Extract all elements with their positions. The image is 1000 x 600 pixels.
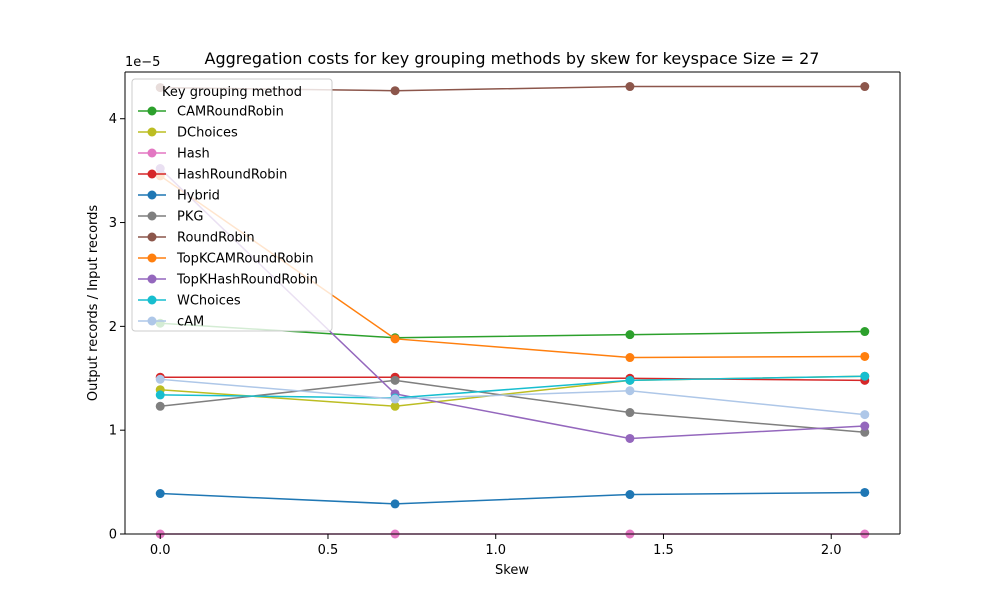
legend-label: CAMRoundRobin: [177, 105, 284, 120]
y-tick-label: 1: [109, 424, 117, 439]
series-line: [160, 491, 865, 505]
y-tick-label: 2: [109, 320, 117, 335]
data-point: [625, 433, 635, 443]
legend-label: TopKCAMRoundRobin: [176, 252, 314, 267]
legend-entry: Hash: [138, 147, 210, 162]
legend-label: cAM: [177, 315, 204, 330]
legend-entry: TopKCAMRoundRobin: [138, 252, 314, 267]
data-point: [860, 487, 870, 497]
legend-entry: PKG: [138, 210, 203, 225]
legend-entry: CAMRoundRobin: [138, 105, 284, 120]
legend-entry: DChoices: [138, 126, 238, 141]
data-point: [860, 351, 870, 361]
data-point: [390, 375, 400, 385]
legend-marker: [147, 127, 157, 137]
legend-label: Hybrid: [177, 189, 220, 204]
data-point: [155, 401, 165, 411]
y-tick-label: 0: [109, 528, 117, 543]
data-point: [390, 86, 400, 96]
data-point: [155, 390, 165, 400]
legend-entry: WChoices: [138, 294, 241, 309]
data-point: [625, 330, 635, 340]
legend-label: TopKHashRoundRobin: [176, 273, 318, 288]
series-cam: [155, 374, 870, 420]
data-point: [625, 386, 635, 396]
series-line: [160, 375, 865, 399]
data-point: [860, 371, 870, 381]
data-point: [625, 490, 635, 500]
legend-marker: [147, 253, 157, 263]
legend-marker: [147, 274, 157, 284]
data-point: [860, 82, 870, 92]
y-axis-label: Output records / Input records: [86, 205, 101, 402]
legend-frame: [131, 78, 333, 332]
x-axis-label: Skew: [495, 563, 529, 578]
ticks: 0.0 0.5 1.0 1.5 2.0 0 1 2 3 4: [109, 112, 842, 558]
legend: Key grouping method CAMRoundRobin DChoice…: [131, 78, 333, 332]
data-point: [155, 489, 165, 499]
legend-entry: HashRoundRobin: [138, 168, 287, 183]
legend-marker: [147, 232, 157, 242]
x-tick-label: 2.0: [821, 543, 842, 558]
x-tick-label: 0.0: [150, 543, 171, 558]
legend-entry: TopKHashRoundRobin: [138, 273, 318, 288]
data-point: [625, 408, 635, 418]
x-tick-label: 1.0: [485, 543, 506, 558]
legend-entry: Hybrid: [138, 189, 220, 204]
legend-label: DChoices: [177, 126, 238, 141]
axes: [124, 71, 901, 535]
data-point: [860, 427, 870, 437]
data-point: [625, 82, 635, 92]
legend-label: PKG: [177, 210, 203, 225]
data-point: [390, 499, 400, 509]
legend-label: RoundRobin: [177, 231, 255, 246]
x-tick-label: 1.5: [653, 543, 674, 558]
y-tick-label: 4: [109, 112, 117, 127]
legend-marker: [147, 106, 157, 116]
data-point: [625, 353, 635, 363]
legend-marker: [147, 190, 157, 200]
legend-marker: [147, 316, 157, 326]
legend-title: Key grouping method: [162, 85, 302, 100]
series-line: [160, 376, 865, 382]
legend-label: Hash: [177, 147, 210, 162]
legend-entry: RoundRobin: [138, 231, 255, 246]
series-hybrid: [155, 487, 870, 509]
data-point: [860, 410, 870, 420]
legend-marker: [147, 169, 157, 179]
series-line: [160, 379, 865, 434]
x-tick-label: 0.5: [318, 543, 339, 558]
chart-title: Aggregation costs for key grouping metho…: [205, 49, 820, 68]
data-point: [390, 401, 400, 411]
legend-marker: [147, 295, 157, 305]
legend-entries: CAMRoundRobin DChoices Hash HashRoundRobin H…: [138, 105, 318, 330]
data-point: [860, 421, 870, 431]
y-tick-label: 3: [109, 216, 117, 231]
y-offset-label: 1e−5: [125, 55, 160, 70]
data-point: [625, 375, 635, 385]
legend-marker: [147, 211, 157, 221]
legend-label: WChoices: [177, 294, 241, 309]
legend-marker: [147, 148, 157, 158]
data-point: [390, 394, 400, 404]
data-point: [860, 327, 870, 337]
data-point: [390, 334, 400, 344]
series-pkg: [155, 375, 870, 437]
legend-entry: cAM: [138, 315, 204, 330]
legend-label: HashRoundRobin: [177, 168, 287, 183]
series-line: [160, 378, 865, 416]
data-point: [155, 374, 165, 384]
